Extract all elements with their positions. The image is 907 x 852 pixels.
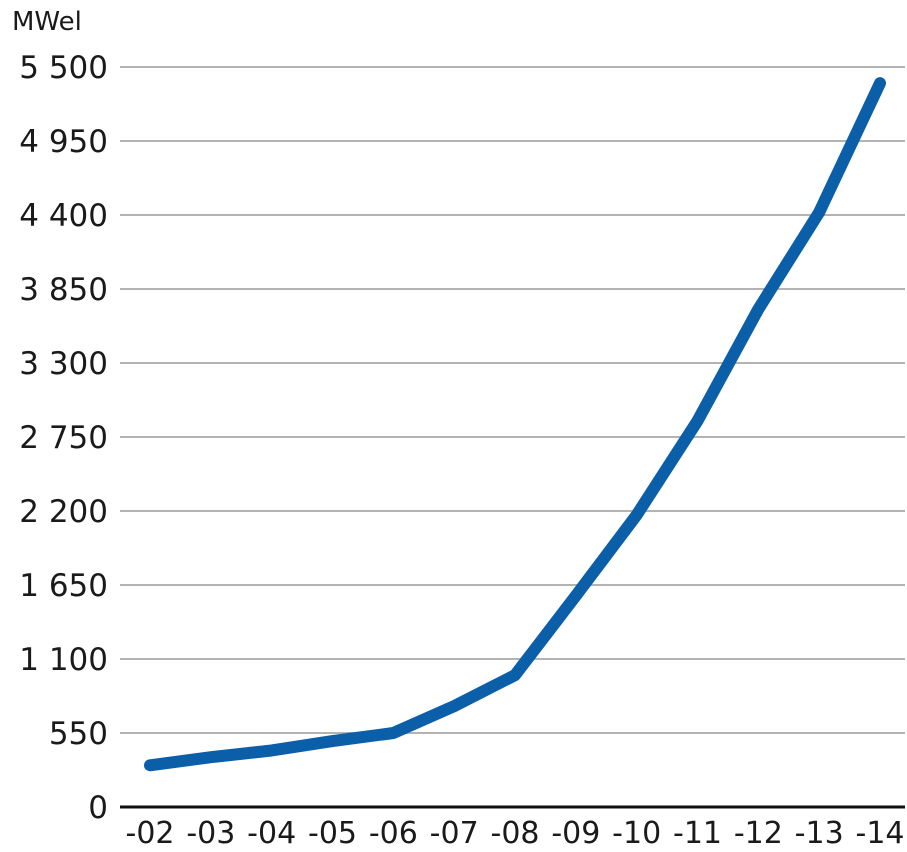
x-tick-label: -02 — [126, 816, 175, 851]
x-tick-label: -07 — [430, 816, 479, 851]
y-tick-label: 4 400 — [19, 198, 108, 234]
series-layer — [144, 77, 886, 772]
y-tick-label: 2 750 — [19, 420, 108, 456]
x-tick-label: -08 — [491, 816, 540, 851]
x-tick-label: -06 — [369, 816, 418, 851]
y-axis-unit-label: MWel — [12, 7, 82, 37]
y-axis-tick-labels: 0 550 1 100 1 650 2 200 2 750 3 300 3 850 4 400 4… — [19, 50, 108, 826]
y-tick-label: 5 500 — [19, 50, 108, 86]
x-tick-label: -14 — [856, 816, 905, 851]
y-tick-label: 1 100 — [19, 642, 108, 678]
y-tick-label: 550 — [49, 716, 108, 752]
gridlines — [120, 66, 905, 734]
x-tick-label: -03 — [186, 816, 235, 851]
x-tick-label: -04 — [247, 816, 296, 851]
x-tick-label: -12 — [734, 816, 783, 851]
x-tick-label: -09 — [551, 816, 600, 851]
x-tick-label: -13 — [795, 816, 844, 851]
x-tick-label: -05 — [308, 816, 357, 851]
y-tick-label: 4 950 — [19, 124, 108, 160]
x-axis-tick-labels: -02 -03 -04 -05 -06 -07 -08 -09 -10 -11 -12 -13 -14 — [126, 816, 905, 851]
y-tick-label: 0 — [88, 790, 108, 826]
y-tick-label: 1 650 — [19, 568, 108, 604]
series-line — [144, 77, 886, 772]
y-tick-label: 2 200 — [19, 494, 108, 530]
y-tick-label: 3 300 — [19, 346, 108, 382]
x-tick-label: -10 — [612, 816, 661, 851]
x-tick-label: -11 — [673, 816, 722, 851]
y-tick-label: 3 850 — [19, 272, 108, 308]
